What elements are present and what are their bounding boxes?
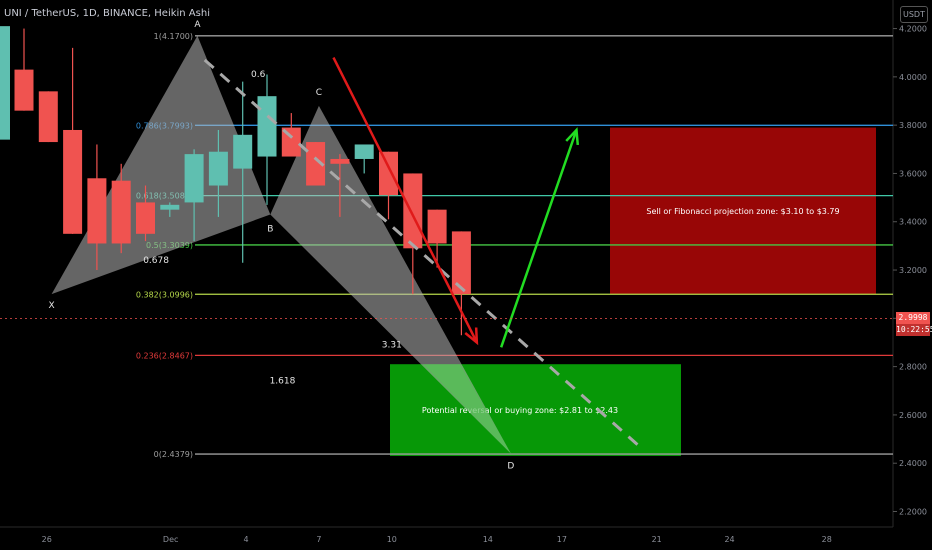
candle-body (451, 231, 471, 295)
chart-title: UNI / TetherUS, 1D, BINANCE, Heikin Ashi (4, 8, 210, 19)
price-tick-label: 4.2000 (899, 25, 927, 34)
candle-body (427, 209, 447, 244)
candle-body (281, 127, 301, 157)
time-tick-label: 10 (387, 535, 397, 544)
sell-zone-box (610, 127, 876, 295)
candle-body (111, 180, 131, 244)
pattern-point-a: A (194, 20, 201, 30)
time-tick-label: 24 (724, 535, 734, 544)
candle-body (306, 142, 326, 186)
candle-body (257, 96, 277, 157)
price-tick-label: 3.4000 (899, 218, 927, 227)
candle-body (403, 173, 423, 249)
candle-body (208, 151, 228, 186)
sell-zone-label: Sell or Fibonacci projection zone: $3.10… (646, 207, 839, 216)
fib-level-label: 1(4.1700) (154, 32, 193, 41)
time-tick-label: 14 (483, 535, 493, 544)
currency-button[interactable]: USDT (900, 6, 928, 23)
price-tick-label: 2.8000 (899, 363, 927, 372)
pattern-d-highlight (423, 364, 511, 454)
candle-body (0, 26, 10, 140)
candle-body (14, 69, 34, 111)
pattern-ratio-label: 0.678 (143, 256, 169, 266)
pattern-point-d: D (507, 462, 514, 472)
fib-level-label: 0.382(3.0996) (136, 290, 193, 299)
time-tick-label: 28 (822, 535, 832, 544)
time-tick-label: Dec (163, 535, 178, 544)
pattern-point-x: X (49, 301, 55, 311)
candle-body (38, 91, 58, 143)
down-arrow-head (464, 327, 479, 346)
fib-level-label: 0(2.4379) (154, 450, 193, 459)
candle-body (87, 178, 107, 244)
current-price-tag: 2.9998 (896, 312, 930, 325)
pattern-point-c: C (316, 88, 322, 98)
down-arrow (332, 56, 478, 344)
fib-level-label: 0.236(2.8467) (136, 351, 193, 360)
price-tick-label: 2.6000 (899, 411, 927, 420)
time-tick-label: 4 (243, 535, 248, 544)
candle-body (233, 134, 253, 169)
candle-body (160, 204, 180, 210)
candle-body (63, 129, 83, 234)
time-tick-label: 7 (316, 535, 321, 544)
candle-body (379, 151, 398, 196)
pattern-point-b: B (267, 224, 273, 234)
price-tick-label: 4.0000 (899, 73, 927, 82)
time-tick-label: 17 (557, 535, 567, 544)
candle-body (354, 144, 374, 159)
candle-body (330, 158, 350, 164)
time-tick-label: 21 (652, 535, 662, 544)
price-tick-label: 3.2000 (899, 266, 927, 275)
price-tick-label: 3.6000 (899, 169, 927, 178)
time-tick-label: 26 (42, 535, 52, 544)
pattern-ratio-label: 0.6 (251, 70, 266, 80)
candle-body (184, 154, 204, 203)
dashed-trendline (203, 58, 644, 450)
pattern-ratio-label: 3.31 (382, 340, 402, 350)
price-tick-label: 2.4000 (899, 459, 927, 468)
price-tick-label: 3.8000 (899, 121, 927, 130)
candle-body (136, 202, 155, 234)
up-arrow-head (565, 127, 580, 146)
up-arrow (499, 129, 578, 348)
countdown-timer: 10:22:55 (896, 324, 932, 337)
pattern-ratio-label: 1.618 (270, 377, 296, 387)
price-tick-label: 2.2000 (899, 508, 927, 517)
buy-zone-label: Potential reversal or buying zone: $2.81… (422, 406, 618, 415)
